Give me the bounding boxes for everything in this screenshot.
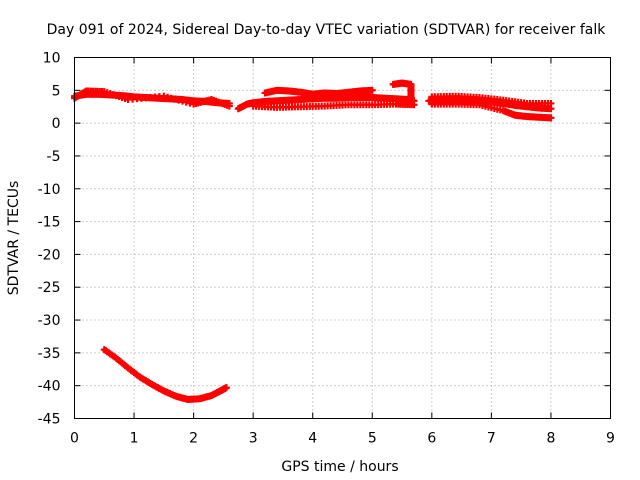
- y-tick-label: -10: [38, 182, 61, 198]
- series-band-b-lower: [249, 100, 418, 111]
- y-tick-label: -40: [38, 379, 61, 395]
- y-tick-label: 0: [52, 116, 61, 132]
- x-tick-label: 8: [546, 431, 555, 447]
- y-axis-label: SDTVAR / TECUs: [6, 181, 22, 296]
- x-axis-label: GPS time / hours: [281, 459, 398, 475]
- x-tick-label: 1: [130, 431, 139, 447]
- data-point: [222, 384, 230, 392]
- x-tick-label: 2: [189, 431, 198, 447]
- x-tick-label: 3: [249, 431, 258, 447]
- y-tick-label: -20: [38, 247, 61, 263]
- x-tick-label: 5: [368, 431, 377, 447]
- y-tick-label: 5: [52, 83, 61, 99]
- series-spike: [389, 79, 415, 102]
- x-tick-label: 7: [487, 431, 496, 447]
- y-tick-label: -45: [38, 412, 61, 428]
- y-tick-label: -35: [38, 346, 61, 362]
- x-tick-label: 6: [427, 431, 436, 447]
- y-tick-label: -5: [47, 149, 61, 165]
- series-band-b: [234, 94, 418, 113]
- axis-ticks: [74, 57, 611, 419]
- y-tick-label: 10: [43, 51, 61, 67]
- data-marks: [71, 79, 555, 403]
- data-point: [547, 114, 555, 122]
- tick-labels: 0 1 2 3 4 5 6 7 8 9 10 5 0 -5 -10 -15 -20 -25 -30 -35 -40 -45: [38, 51, 615, 447]
- y-tick-label: -30: [38, 313, 61, 329]
- data-point: [407, 94, 415, 102]
- y-tick-label: -15: [38, 215, 61, 231]
- x-tick-label: 9: [606, 431, 615, 447]
- series-band-c-upper: [428, 92, 555, 107]
- x-tick-label: 0: [70, 431, 79, 447]
- series-band-a-spread: [71, 87, 233, 110]
- series-arc: [100, 346, 230, 403]
- chart-title: Day 091 of 2024, Sidereal Day-to-day VTE…: [47, 22, 607, 38]
- data-point: [410, 101, 418, 109]
- data-point: [368, 86, 376, 94]
- grid: [74, 57, 611, 419]
- series-band-b-upper: [261, 86, 376, 98]
- data-point: [547, 99, 555, 107]
- x-tick-label: 4: [308, 431, 317, 447]
- series-band-c-lower: [428, 100, 555, 122]
- plot-frame: [74, 57, 611, 419]
- y-tick-label: -25: [38, 280, 61, 296]
- data-point: [225, 102, 233, 110]
